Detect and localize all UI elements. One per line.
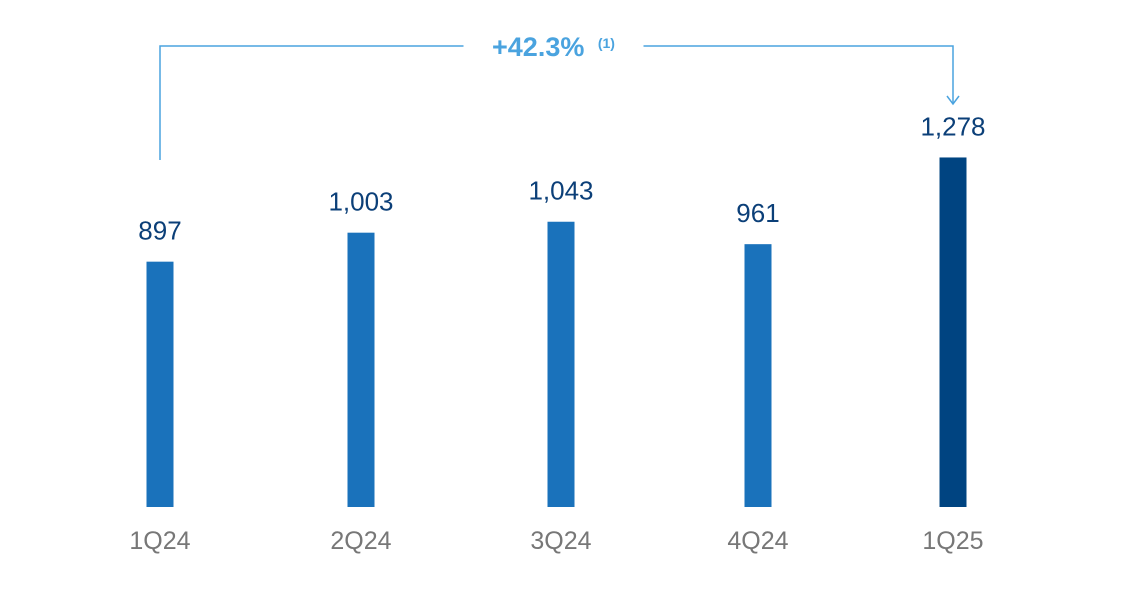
category-label-2q24: 2Q24 — [330, 527, 391, 555]
category-label-4q24: 4Q24 — [727, 527, 788, 555]
bars-group — [146, 157, 967, 508]
category-label-1q25: 1Q25 — [922, 527, 983, 555]
category-label-1q24: 1Q24 — [129, 527, 190, 555]
growth-annotation: +42.3% (1) — [159, 32, 960, 160]
growth-arrow-icon — [946, 95, 960, 106]
bar-4q24 — [744, 244, 772, 507]
bar-1q24 — [146, 261, 174, 507]
category-labels-group: 1Q24 2Q24 3Q24 4Q24 1Q25 — [129, 527, 983, 555]
value-label-3q24: 1,043 — [528, 176, 593, 206]
bar-2q24 — [347, 232, 375, 507]
value-labels-group: 897 1,003 1,043 961 1,278 — [138, 111, 985, 245]
bar-1q25 — [939, 157, 967, 508]
growth-bracket-line — [159, 45, 954, 160]
value-label-2q24: 1,003 — [328, 187, 393, 217]
value-label-1q25: 1,278 — [920, 111, 985, 141]
bar-3q24 — [547, 221, 575, 507]
growth-percentage: +42.3% (1) — [492, 32, 615, 62]
value-label-4q24: 961 — [736, 198, 779, 228]
category-label-3q24: 3Q24 — [530, 527, 591, 555]
value-label-1q24: 897 — [138, 216, 181, 246]
